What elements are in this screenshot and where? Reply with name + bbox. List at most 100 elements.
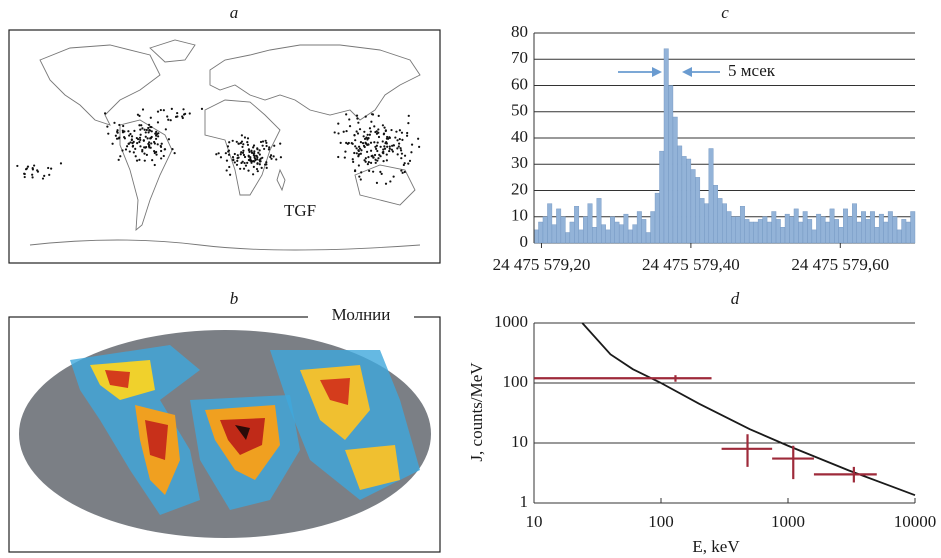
tgf-dot (398, 142, 400, 144)
tgf-dot (144, 160, 146, 162)
tgf-dot (147, 127, 149, 129)
tgf-dot (122, 130, 124, 132)
tgf-dot (385, 130, 387, 132)
tgf-dot (148, 145, 150, 147)
tgf-dot (401, 132, 403, 134)
tgf-dot (357, 122, 359, 124)
tgf-dot (376, 133, 378, 135)
tgf-dot (131, 135, 133, 137)
tgf-dot (48, 174, 50, 176)
x-tick-label: 10000 (894, 512, 937, 531)
tgf-dot (373, 156, 375, 158)
tgf-dot (360, 153, 362, 155)
tgf-dot (257, 152, 259, 154)
tgf-dot (163, 155, 165, 157)
y-tick-label: 60 (511, 74, 528, 93)
histogram-bar (736, 217, 740, 243)
tgf-dot (354, 170, 356, 172)
tgf-dot (269, 156, 271, 158)
tgf-dot (351, 142, 353, 144)
tgf-dot (393, 176, 395, 178)
histogram-bar (579, 230, 583, 243)
tgf-dot (265, 145, 267, 147)
histogram-bar (610, 217, 614, 243)
histogram-bar (637, 212, 641, 244)
tgf-dot (385, 183, 387, 185)
tgf-dot (256, 168, 258, 170)
histogram-bar (879, 214, 883, 243)
histogram-bar (754, 222, 758, 243)
tgf-dot (404, 155, 406, 157)
x-axis-label: E, keV (692, 537, 740, 556)
tgf-dot (387, 138, 389, 140)
tgf-dot (365, 157, 367, 159)
tgf-dot (155, 131, 157, 133)
tgf-dot (370, 121, 372, 123)
tgf-dot (368, 170, 370, 172)
y-axis-label: J, counts/MeV (467, 362, 486, 462)
tgf-dot (373, 125, 375, 127)
histogram-bar (556, 209, 560, 243)
tgf-dot (241, 140, 243, 142)
tgf-dot (356, 152, 358, 154)
map-annotation: TGF (284, 201, 316, 220)
tgf-dot (122, 125, 124, 127)
tgf-dot (227, 145, 229, 147)
tgf-dot (127, 130, 129, 132)
tgf-dot (389, 180, 391, 182)
tgf-dot (340, 142, 342, 144)
tgf-dot (246, 141, 248, 143)
tgf-dot (418, 146, 420, 148)
tgf-dot (386, 153, 388, 155)
tgf-dot (151, 130, 153, 132)
histogram-bar (718, 198, 722, 243)
tgf-dot (404, 171, 406, 173)
tgf-dot (131, 139, 133, 141)
tgf-dot (383, 127, 385, 129)
tgf-dot (367, 163, 369, 165)
histogram-bar (713, 185, 717, 243)
histogram-bar (839, 227, 843, 243)
tgf-dot (243, 162, 245, 164)
tgf-dot (245, 165, 247, 167)
tgf-dot (345, 130, 347, 132)
histogram-bar (682, 156, 686, 243)
tgf-dot (382, 160, 384, 162)
tgf-dot (43, 175, 45, 177)
histogram-bar (902, 219, 906, 243)
tgf-dot (407, 122, 409, 124)
tgf-dot (392, 150, 394, 152)
tgf-dot (154, 142, 156, 144)
tgf-dot (176, 112, 178, 114)
tgf-dot (386, 146, 388, 148)
tgf-dot (146, 154, 148, 156)
tgf-dot (132, 145, 134, 147)
tgf-dot (373, 141, 375, 143)
tgf-dot (362, 142, 364, 144)
tgf-dot (344, 156, 346, 158)
tgf-dot (121, 149, 123, 151)
tgf-dot (366, 138, 368, 140)
tgf-dot (252, 146, 254, 148)
tgf-dot (365, 116, 367, 118)
tgf-dot (148, 124, 150, 126)
tgf-dot (241, 134, 243, 136)
tgf-dot (248, 148, 250, 150)
histogram-bar (803, 212, 807, 244)
tgf-dot (240, 153, 242, 155)
tgf-dot (366, 144, 368, 146)
tgf-dot (390, 129, 392, 131)
tgf-dot (166, 115, 168, 117)
tgf-dot (242, 152, 244, 154)
tgf-dot (106, 126, 108, 128)
x-tick-label: 1000 (771, 512, 805, 531)
map-annotation: Молнии (332, 305, 391, 324)
tgf-dot (400, 147, 402, 149)
tgf-dot (167, 119, 169, 121)
histogram-bar (767, 222, 771, 243)
tgf-dot (176, 115, 178, 117)
tgf-dot (115, 135, 117, 137)
tgf-dot (348, 118, 350, 120)
tgf-dot (382, 151, 384, 153)
tgf-dot (133, 151, 135, 153)
